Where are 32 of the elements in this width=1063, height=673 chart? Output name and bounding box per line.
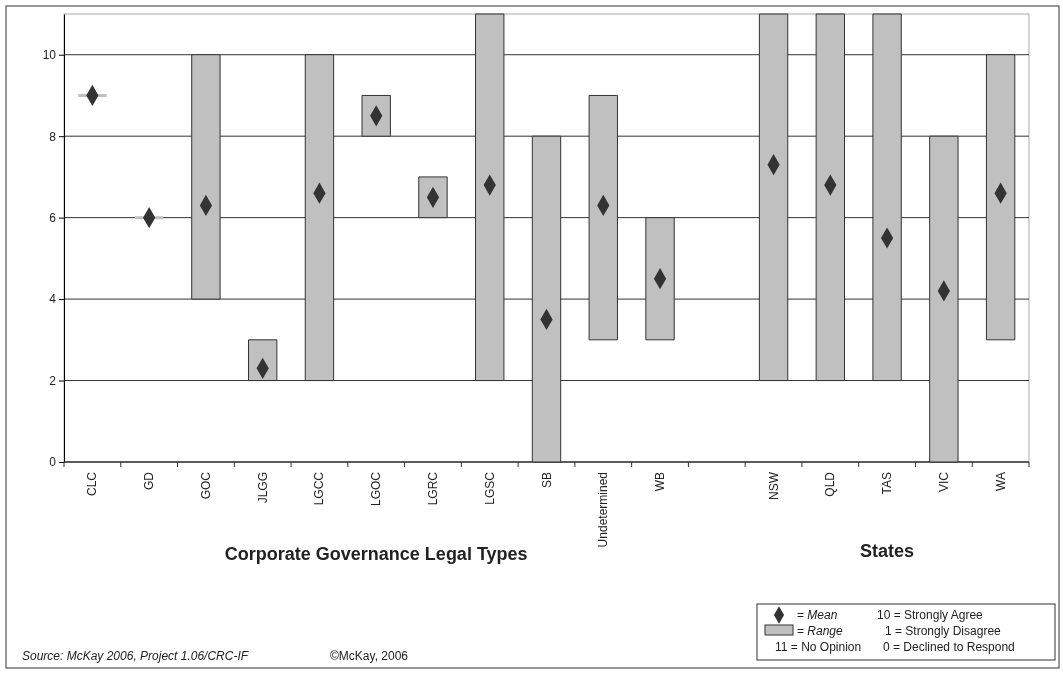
text: 0 = Declined to Respond — [883, 640, 1015, 654]
source-note: Source: McKay 2006, Project 1.06/CRC-IF — [22, 649, 249, 663]
x-tick-label: WA — [993, 472, 1008, 491]
x-tick-label: LGOC — [369, 471, 384, 507]
x-tick-label: JLGG — [255, 472, 270, 504]
text: 1 = Strongly Disagree — [885, 624, 1002, 638]
x-tick-label: VIC — [936, 471, 951, 493]
x-tick-label: GD — [142, 471, 157, 490]
x-tick-label: GOC — [198, 471, 213, 500]
text: ©McKay, 2006 — [330, 649, 409, 663]
y-tick-label: 4 — [49, 292, 57, 307]
y-tick-label: 6 — [49, 210, 57, 225]
text: Corporate Governance Legal Types — [224, 544, 528, 564]
y-tick-label: 2 — [49, 373, 57, 388]
x-tick-label: TAS — [880, 472, 895, 495]
y-tick-label: 8 — [49, 129, 57, 144]
text: 10 = Strongly Agree — [877, 608, 984, 622]
text: 11 = No Opinion — [775, 640, 862, 654]
text: States — [860, 541, 915, 561]
x-tick-label: LGCC — [312, 471, 327, 506]
x-tick-label: SB — [539, 472, 554, 489]
x-tick-label: LGSC — [482, 471, 497, 505]
x-tick-label: LGRC — [425, 471, 440, 506]
x-tick-label: WB — [653, 472, 668, 492]
legend-label: = Range — [797, 624, 844, 638]
x-tick-label: Undetermined — [596, 472, 611, 548]
x-tick-label: QLD — [823, 471, 838, 497]
x-tick-label: NSW — [766, 471, 781, 500]
y-tick-label: 10 — [42, 48, 57, 63]
y-tick-label: 0 — [49, 455, 57, 470]
x-tick-label: CLC — [85, 471, 100, 497]
legend-label: = Mean — [797, 608, 838, 622]
